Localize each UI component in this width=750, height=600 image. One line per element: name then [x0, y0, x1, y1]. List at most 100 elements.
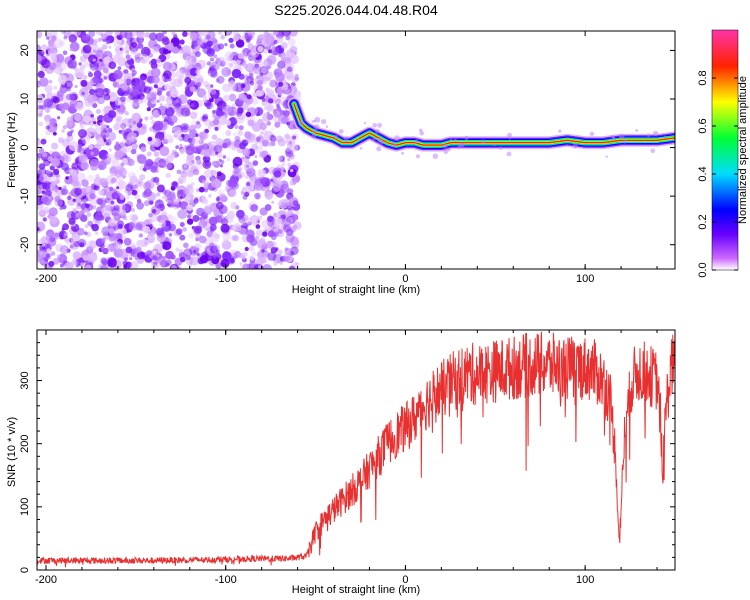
noise-dot: [180, 169, 185, 174]
noise-dot: [113, 69, 123, 80]
noise-dot: [266, 240, 274, 249]
spectrogram-xtick-label: 0: [402, 273, 408, 285]
ridge-fleck: [311, 133, 317, 139]
noise-dot: [134, 257, 138, 260]
noise-dot: [116, 260, 124, 268]
noise-dot: [161, 195, 165, 200]
noise-dot: [136, 198, 142, 204]
noise-dot: [280, 166, 285, 171]
noise-dot: [256, 251, 265, 259]
noise-dot: [206, 105, 211, 110]
noise-dot: [128, 221, 139, 231]
noise-dot: [115, 165, 125, 175]
noise-dot: [150, 165, 158, 173]
snr-ytick-label: 0: [19, 567, 31, 573]
noise-dot: [233, 234, 240, 242]
spectrogram-xtick-label: -200: [35, 273, 57, 285]
noise-dot: [37, 99, 43, 106]
noise-dot: [282, 255, 289, 263]
noise-dot: [52, 96, 60, 104]
noise-dot: [124, 111, 129, 116]
noise-dot: [238, 125, 244, 131]
noise-dot: [49, 215, 58, 225]
noise-dot: [264, 191, 274, 200]
noise-dot: [46, 248, 51, 253]
noise-dot: [247, 119, 255, 127]
noise-dot: [42, 180, 52, 190]
noise-dot: [228, 189, 236, 197]
noise-dot: [153, 120, 164, 131]
ridge-fleck: [605, 155, 608, 158]
noise-dot: [194, 243, 200, 249]
noise-dot: [146, 92, 157, 102]
noise-dot: [136, 125, 147, 136]
noise-dot: [230, 178, 238, 186]
noise-dot: [288, 265, 296, 269]
noise-dot: [177, 79, 182, 84]
noise-dot: [144, 241, 148, 245]
noise-dot: [196, 252, 200, 256]
ridge-fleck: [298, 119, 305, 126]
noise-dot: [233, 108, 237, 112]
noise-dot: [124, 84, 128, 89]
noise-dot: [202, 98, 208, 103]
noise-dot: [251, 97, 259, 106]
noise-dot: [252, 160, 259, 166]
noise-dot: [225, 130, 232, 137]
noise-dot: [264, 34, 275, 45]
noise-dot: [270, 141, 276, 147]
snr-xlabel: Height of straight line (km): [292, 584, 420, 596]
noise-dot: [66, 116, 74, 124]
noise-dot: [241, 156, 245, 160]
noise-dot: [38, 112, 43, 117]
noise-dot: [72, 258, 78, 264]
noise-dot: [56, 254, 60, 258]
noise-dot: [127, 171, 135, 179]
noise-dot: [293, 225, 298, 229]
ridge-fleck: [663, 135, 667, 139]
noise-dot: [72, 198, 76, 202]
noise-dot: [233, 35, 239, 42]
noise-dot: [208, 216, 218, 226]
noise-dot: [188, 262, 193, 267]
noise-dot: [237, 130, 244, 137]
noise-dot: [121, 84, 128, 91]
noise-dot: [191, 132, 196, 137]
noise-dot: [101, 237, 106, 243]
noise-dot: [107, 258, 117, 268]
noise-dot: [59, 263, 64, 268]
noise-dot: [99, 58, 103, 62]
noise-dot: [210, 57, 214, 61]
spectrogram-ytick-label: 20: [19, 44, 31, 56]
noise-dot: [62, 223, 70, 231]
noise-dot: [90, 114, 95, 118]
snr-ticks: -200 -100 0 100 0 100 200 300: [19, 330, 675, 586]
noise-dot: [58, 74, 68, 85]
noise-dot: [246, 102, 251, 107]
noise-dot: [210, 84, 214, 88]
noise-dot: [44, 84, 53, 93]
noise-dot: [67, 131, 73, 137]
noise-dot: [114, 98, 122, 106]
noise-dot: [278, 81, 284, 87]
spectrogram-ytick-label: -20: [19, 237, 31, 253]
noise-dot: [61, 31, 66, 34]
spectrogram-frame: [36, 30, 676, 270]
ridge-fleck: [372, 136, 377, 141]
noise-dot: [248, 173, 257, 181]
noise-dot: [65, 176, 69, 180]
noise-dot: [146, 250, 152, 256]
noise-dot: [247, 42, 254, 49]
noise-dot: [176, 230, 182, 235]
noise-dot: [273, 231, 279, 237]
noise-dot: [224, 105, 233, 113]
noise-dot: [152, 109, 161, 118]
noise-dot: [119, 209, 127, 216]
noise-dot: [256, 79, 263, 86]
ridge-fleck: [650, 148, 655, 154]
noise-dot: [184, 86, 190, 91]
noise-dot: [173, 203, 180, 210]
noise-dot: [201, 180, 206, 185]
noise-dot: [284, 247, 292, 255]
noise-dot: [275, 213, 281, 218]
